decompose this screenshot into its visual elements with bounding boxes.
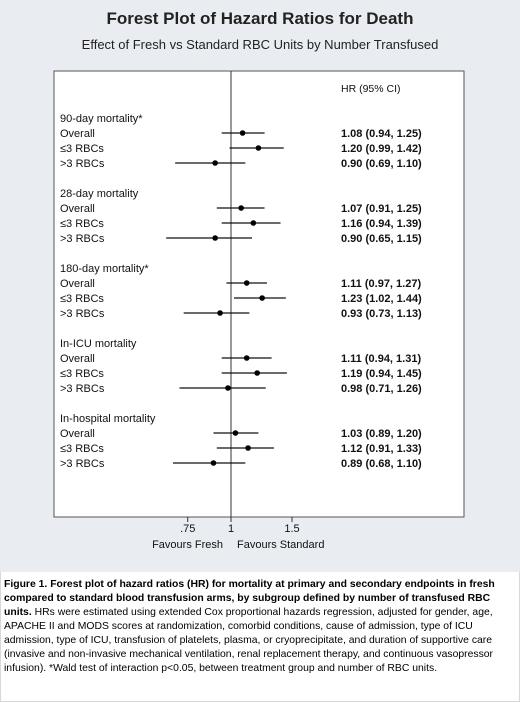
row-label: >3 RBCs [60,458,105,470]
row-label: ≤3 RBCs [60,293,104,305]
hr-point [255,145,262,151]
hr-value-text: 1.16 (0.94, 1.39) [341,218,422,230]
hr-point [245,445,251,451]
hr-point [212,160,218,166]
caption-bold: Figure 1. Forest plot of hazard ratios (… [4,579,495,618]
chart-subtitle: Effect of Fresh vs Standard RBC Units by… [81,37,439,52]
hr-value-text: 0.89 (0.68, 1.10) [341,458,422,470]
row-label: Overall [60,278,95,290]
row-label: ≤3 RBCs [60,143,104,155]
row-label: >3 RBCs [60,233,105,245]
group-label: In-ICU mortality [60,338,137,350]
row-label: Overall [60,128,95,140]
hr-point [254,370,260,376]
hr-point [210,460,217,466]
row-label: Overall [60,353,95,365]
hr-value-text: 0.98 (0.71, 1.26) [341,383,422,395]
hr-point [225,385,231,391]
forest-plot: HR (95% CI) 90-day mortality* Overall 1.08 … [53,70,465,551]
group-label: 28-day mortality [60,188,139,200]
hr-value-text: 0.90 (0.65, 1.15) [341,233,422,245]
row-label: >3 RBCs [60,383,105,395]
hr-point [217,310,223,316]
row-label: ≤3 RBCs [60,368,104,380]
row-label: Overall [60,428,95,440]
hr-value-text: 1.23 (1.02, 1.44) [341,293,422,305]
x-tick-label: 1 [228,523,234,535]
group-label: 180-day mortality* [60,263,149,275]
hr-point [259,295,265,301]
hr-point [239,130,246,136]
hr-column-header: HR (95% CI) [341,83,401,95]
hr-point [238,205,244,211]
group-label: 90-day mortality* [60,113,143,125]
x-tick-label: .75 [180,523,195,535]
hr-point [232,430,239,436]
row-label: Overall [60,203,95,215]
hr-value-text: 1.07 (0.91, 1.25) [341,203,422,215]
x-tick-label: 1.5 [284,523,299,535]
row-label: >3 RBCs [60,308,105,320]
row-label: ≤3 RBCs [60,443,104,455]
favours-right-label: Favours Standard [237,539,324,551]
hr-value-text: 0.93 (0.73, 1.13) [341,308,422,320]
hr-value-text: 1.20 (0.99, 1.42) [341,143,422,155]
hr-point [243,355,250,361]
figure-caption: Figure 1. Forest plot of hazard ratios (… [4,578,516,676]
hr-value-text: 1.08 (0.94, 1.25) [341,128,422,140]
favours-left-label: Favours Fresh [152,539,223,551]
group-label: In-hospital mortality [60,413,156,425]
hr-point [212,235,218,241]
caption-body: HRs were estimated using extended Cox pr… [4,607,494,674]
row-label: ≤3 RBCs [60,218,104,230]
row-label: >3 RBCs [60,158,105,170]
hr-value-text: 1.11 (0.97, 1.27) [341,278,421,290]
hr-value-text: 0.90 (0.69, 1.10) [341,158,422,170]
hr-value-text: 1.11 (0.94, 1.31) [341,353,421,365]
chart-title: Forest Plot of Hazard Ratios for Death [106,9,414,28]
hr-point [243,280,250,286]
hr-point [250,220,257,226]
hr-value-text: 1.12 (0.91, 1.33) [341,443,422,455]
hr-value-text: 1.03 (0.89, 1.20) [341,428,422,440]
hr-value-text: 1.19 (0.94, 1.45) [341,368,422,380]
